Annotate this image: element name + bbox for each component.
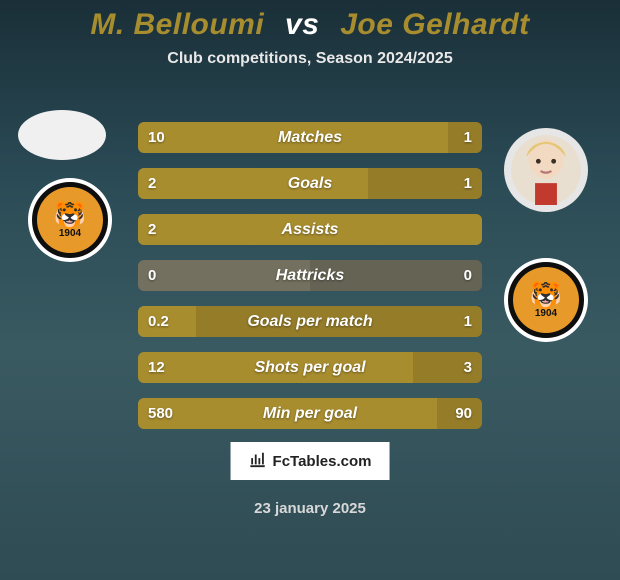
stat-bar-left — [138, 214, 482, 245]
comparison-bars: Matches101 Goals21 Assists2 Hattricks00 Goal… — [138, 122, 482, 444]
stat-bar-left — [138, 122, 448, 153]
crest-inner: 🐯 1904 — [37, 187, 103, 253]
player1-photo — [18, 110, 106, 160]
stat-row: Hattricks00 — [138, 260, 482, 291]
stat-row: Shots per goal123 — [138, 352, 482, 383]
tiger-icon: 🐯 — [54, 202, 86, 228]
stat-bar-left — [138, 168, 368, 199]
stat-bar-right — [196, 306, 482, 337]
face-icon — [511, 135, 581, 205]
stat-bar-right — [368, 168, 482, 199]
crest-year: 1904 — [535, 308, 557, 319]
stat-row: Matches101 — [138, 122, 482, 153]
stat-bar-right — [437, 398, 482, 429]
brand-badge: FcTables.com — [231, 442, 390, 480]
player2-name: Joe Gelhardt — [340, 8, 529, 41]
crest-inner: 🐯 1904 — [513, 267, 579, 333]
crest-year: 1904 — [59, 228, 81, 239]
player2-photo — [504, 128, 588, 212]
stat-bar-right — [448, 122, 482, 153]
stat-bar-right — [310, 260, 482, 291]
footer-date: 23 january 2025 — [0, 500, 620, 517]
stat-bar-right — [413, 352, 482, 383]
stat-bar-left — [138, 398, 437, 429]
player1-club-crest: 🐯 1904 — [28, 178, 112, 262]
player1-name: M. Belloumi — [90, 8, 264, 41]
stat-row: Goals21 — [138, 168, 482, 199]
stat-row: Assists2 — [138, 214, 482, 245]
stat-bar-left — [138, 352, 413, 383]
stat-bar-left — [138, 306, 196, 337]
comparison-title: M. Belloumi vs Joe Gelhardt — [0, 0, 620, 42]
stat-row: Goals per match0.21 — [138, 306, 482, 337]
subtitle: Club competitions, Season 2024/2025 — [0, 50, 620, 68]
chart-icon — [249, 450, 267, 472]
stat-bar-left — [138, 260, 310, 291]
brand-text: FcTables.com — [273, 453, 372, 470]
player2-club-crest: 🐯 1904 — [504, 258, 588, 342]
tiger-icon: 🐯 — [530, 282, 562, 308]
stat-row: Min per goal58090 — [138, 398, 482, 429]
vs-text: vs — [285, 8, 319, 41]
